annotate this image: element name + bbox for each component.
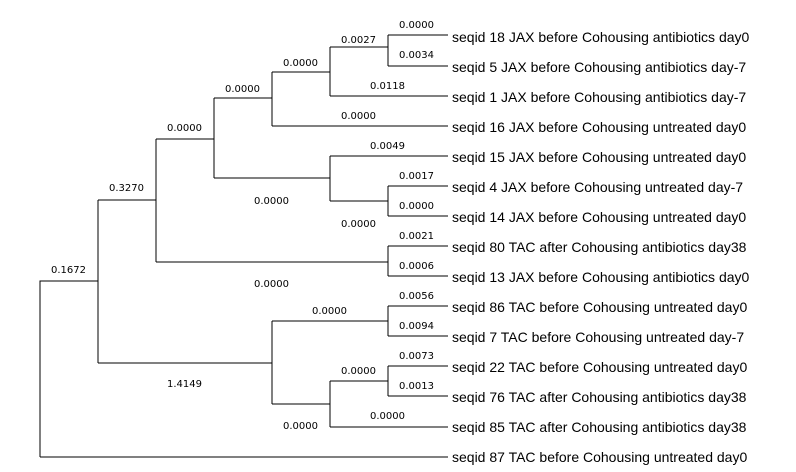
branch-length-label: 0.0056 [399,291,434,302]
leaf-label: seqid 14 JAX before Cohousing untreated … [452,209,746,225]
leaf-label: seqid 5 JAX before Cohousing antibiotics… [452,59,746,75]
branch-length-label: 0.3270 [109,183,144,194]
branch-length-label: 0.0000 [399,201,434,212]
branch-length-label: 0.0118 [370,81,405,92]
branch-length-label: 0.0021 [399,231,434,242]
branch-length-label: 0.0000 [341,366,376,377]
leaf-label: seqid 87 TAC before Cohousing untreated … [452,449,747,465]
leaf-label: seqid 86 TAC before Cohousing untreated … [452,299,747,315]
branch-length-label: 0.0000 [283,421,318,432]
leaf-label: seqid 15 JAX before Cohousing untreated … [452,149,746,165]
branch-length-label: 0.0000 [399,20,434,31]
leaf-label: seqid 1 JAX before Cohousing antibiotics… [452,89,746,105]
branch-length-label: 0.0034 [399,50,434,61]
branch-length-label: 0.0000 [370,411,405,422]
leaf-label: seqid 7 TAC before Cohousing untreated d… [452,329,744,345]
branch-length-label: 0.0000 [225,84,260,95]
branch-length-label: 0.0000 [254,196,289,207]
leaf-label: seqid 4 JAX before Cohousing untreated d… [452,179,743,195]
branch-length-label: 0.0000 [254,279,289,290]
branch-length-label: 0.0049 [370,141,405,152]
leaf-label: seqid 76 TAC after Cohousing antibiotics… [452,389,747,405]
branch [39,280,98,457]
branch-length-label: 0.0017 [399,171,434,182]
branch-length-label: 0.0000 [312,306,347,317]
branch-length-label: 0.0006 [399,261,434,272]
branch-length-label: 0.0073 [399,351,434,362]
branch-length-label: 0.0000 [283,58,318,69]
branch-length-label: 0.0000 [341,111,376,122]
branch-length-label: 0.0000 [341,219,376,230]
branch-length-label: 0.0094 [399,321,434,332]
leaf-label: seqid 80 TAC after Cohousing antibiotics… [452,239,747,255]
leaf-label: seqid 13 JAX before Cohousing antibiotic… [452,269,750,285]
branch-length-label: 0.0027 [341,35,376,46]
branch-length-label: 0.0000 [167,123,202,134]
leaf-label: seqid 18 JAX before Cohousing antibiotic… [452,29,750,45]
branch-length-label: 0.0013 [399,381,434,392]
branch-length-label: 1.4149 [167,379,202,390]
leaf-label: seqid 22 TAC before Cohousing untreated … [452,359,747,375]
leaf-label: seqid 16 JAX before Cohousing untreated … [452,119,746,135]
branch-length-label: 0.1672 [51,265,86,276]
leaf-label: seqid 85 TAC after Cohousing antibiotics… [452,419,747,435]
